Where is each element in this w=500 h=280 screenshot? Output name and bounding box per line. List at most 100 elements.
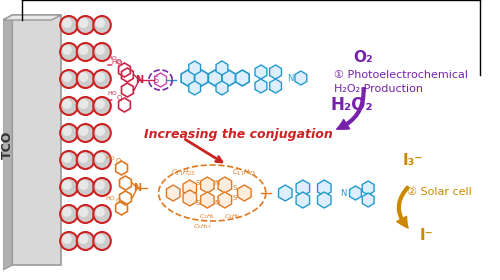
Circle shape xyxy=(94,178,111,196)
FancyArrowPatch shape xyxy=(336,88,365,129)
Polygon shape xyxy=(278,185,292,201)
Text: TCO: TCO xyxy=(1,131,14,159)
Polygon shape xyxy=(318,192,331,208)
Circle shape xyxy=(60,97,78,115)
Circle shape xyxy=(62,207,72,217)
Circle shape xyxy=(62,153,72,163)
Text: $C_2H_5$: $C_2H_5$ xyxy=(199,212,216,221)
Circle shape xyxy=(60,205,78,223)
Circle shape xyxy=(95,45,105,55)
Text: HO: HO xyxy=(107,91,117,96)
Polygon shape xyxy=(362,193,374,207)
Circle shape xyxy=(95,126,105,136)
Text: ① Photoelectrochemical: ① Photoelectrochemical xyxy=(334,70,468,80)
Polygon shape xyxy=(181,70,194,86)
Circle shape xyxy=(78,180,88,190)
Text: I⁻: I⁻ xyxy=(420,228,434,243)
Circle shape xyxy=(78,99,88,109)
Polygon shape xyxy=(255,65,267,79)
Text: O: O xyxy=(116,95,122,101)
Circle shape xyxy=(60,151,78,169)
Circle shape xyxy=(95,180,105,190)
Circle shape xyxy=(94,70,111,88)
Circle shape xyxy=(60,124,78,142)
Text: N: N xyxy=(340,188,347,197)
Polygon shape xyxy=(194,70,208,86)
Polygon shape xyxy=(188,61,200,75)
Text: H₂O₂ Production: H₂O₂ Production xyxy=(334,84,423,94)
Polygon shape xyxy=(208,70,222,86)
Circle shape xyxy=(76,124,94,142)
Circle shape xyxy=(78,234,88,244)
Text: S: S xyxy=(196,200,200,206)
Polygon shape xyxy=(166,185,180,201)
Polygon shape xyxy=(236,70,249,86)
Circle shape xyxy=(76,70,94,88)
Polygon shape xyxy=(296,192,310,208)
Text: N: N xyxy=(135,75,143,85)
Circle shape xyxy=(60,43,78,61)
Text: H₂O₂: H₂O₂ xyxy=(330,96,373,114)
Circle shape xyxy=(94,97,111,115)
Circle shape xyxy=(62,18,72,28)
Polygon shape xyxy=(270,65,281,79)
Polygon shape xyxy=(200,192,214,208)
Circle shape xyxy=(95,99,105,109)
Circle shape xyxy=(62,180,72,190)
Circle shape xyxy=(76,178,94,196)
Polygon shape xyxy=(188,81,200,95)
Text: HO: HO xyxy=(105,196,115,201)
Circle shape xyxy=(95,18,105,28)
Text: S: S xyxy=(196,180,200,186)
Circle shape xyxy=(62,45,72,55)
Circle shape xyxy=(76,16,94,34)
Polygon shape xyxy=(350,186,362,200)
Polygon shape xyxy=(222,70,235,86)
Circle shape xyxy=(76,205,94,223)
Circle shape xyxy=(60,232,78,250)
Polygon shape xyxy=(218,192,232,208)
Circle shape xyxy=(76,43,94,61)
Circle shape xyxy=(62,99,72,109)
Text: N: N xyxy=(287,74,294,83)
Text: N: N xyxy=(214,180,220,186)
Polygon shape xyxy=(295,71,307,85)
Circle shape xyxy=(94,43,111,61)
Polygon shape xyxy=(2,15,12,270)
Circle shape xyxy=(62,234,72,244)
Text: N: N xyxy=(214,200,220,206)
Circle shape xyxy=(78,45,88,55)
Polygon shape xyxy=(362,181,374,195)
Polygon shape xyxy=(270,79,281,93)
Circle shape xyxy=(95,72,105,82)
Circle shape xyxy=(60,70,78,88)
Polygon shape xyxy=(218,177,232,193)
Text: O: O xyxy=(116,158,121,164)
Text: N: N xyxy=(133,183,141,193)
Polygon shape xyxy=(2,15,61,20)
Circle shape xyxy=(94,232,111,250)
Circle shape xyxy=(94,124,111,142)
Text: HO: HO xyxy=(111,59,122,65)
Circle shape xyxy=(62,72,72,82)
Polygon shape xyxy=(216,81,228,95)
Text: S: S xyxy=(232,185,237,191)
Text: HO: HO xyxy=(107,56,117,61)
Text: ② Solar cell: ② Solar cell xyxy=(407,187,472,197)
Text: S: S xyxy=(153,76,158,85)
Circle shape xyxy=(76,151,94,169)
Circle shape xyxy=(76,97,94,115)
Polygon shape xyxy=(183,190,196,206)
Text: HO: HO xyxy=(105,156,115,161)
Circle shape xyxy=(78,126,88,136)
Polygon shape xyxy=(183,180,196,196)
Circle shape xyxy=(78,72,88,82)
Circle shape xyxy=(94,16,111,34)
Text: O: O xyxy=(116,60,122,66)
Circle shape xyxy=(78,18,88,28)
Text: $C_{11}H_{23}$: $C_{11}H_{23}$ xyxy=(170,168,195,178)
Circle shape xyxy=(76,232,94,250)
Text: $C_6H_{13}$: $C_6H_{13}$ xyxy=(193,222,212,231)
Circle shape xyxy=(60,178,78,196)
Polygon shape xyxy=(12,15,61,265)
